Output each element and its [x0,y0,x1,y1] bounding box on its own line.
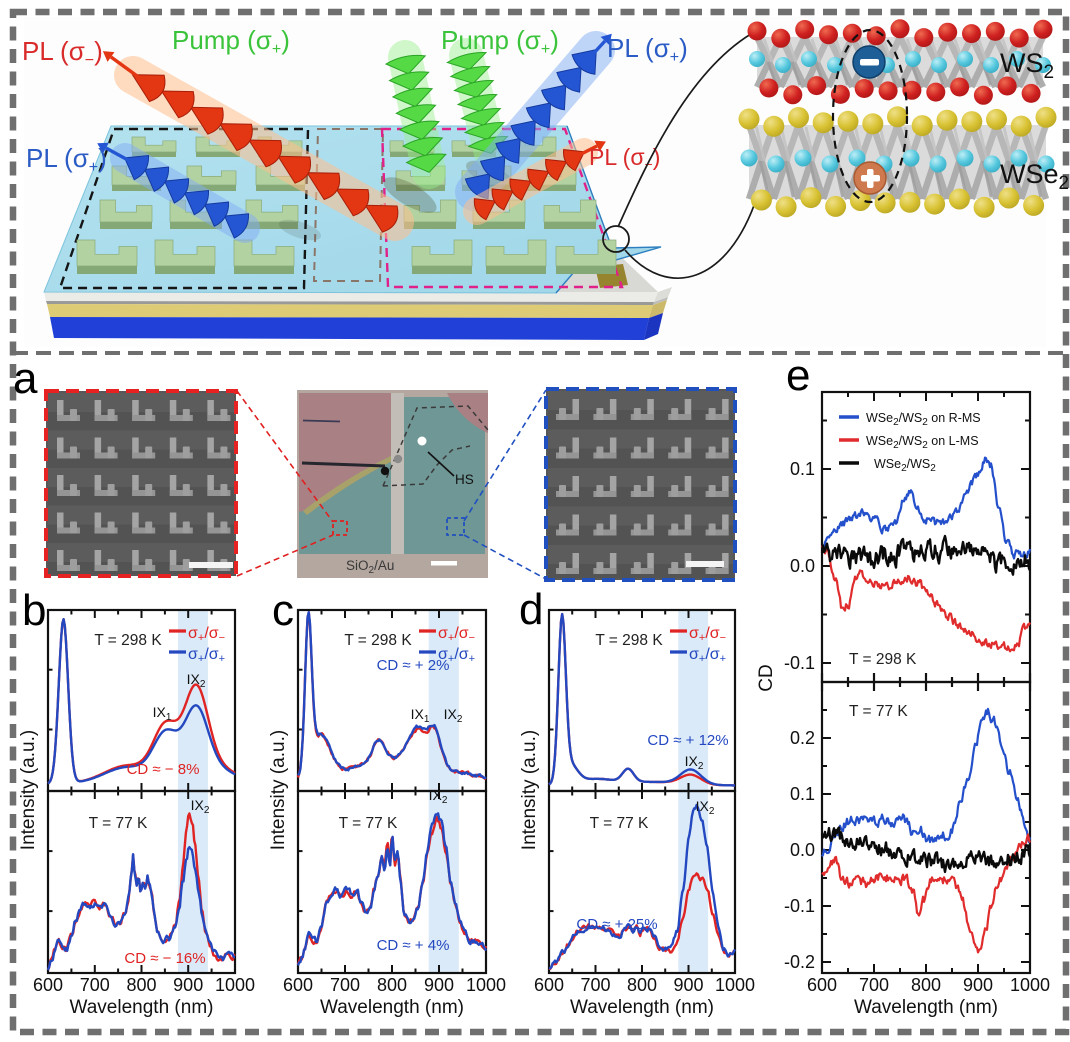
svg-text:T = 77 K: T = 77 K [849,703,908,720]
svg-text:Pump (σ+): Pump (σ+) [441,25,559,58]
svg-text:T = 298 K: T = 298 K [595,632,663,649]
svg-text:-0.1: -0.1 [784,653,815,673]
svg-text:Wavelength (nm): Wavelength (nm) [854,997,998,1018]
svg-text:600: 600 [807,975,837,995]
svg-text:Intensity (a.u.): Intensity (a.u.) [519,730,540,850]
svg-text:-0.1: -0.1 [784,896,815,916]
svg-text:Intensity (a.u.): Intensity (a.u.) [268,730,289,850]
svg-text:CD ≈ + 2%: CD ≈ + 2% [377,657,450,674]
svg-text:b: b [22,586,46,635]
svg-text:CD ≈ − 8%: CD ≈ − 8% [127,761,200,778]
svg-text:a: a [13,354,38,403]
svg-text:700: 700 [80,975,110,995]
svg-text:CD ≈ + 12%: CD ≈ + 12% [647,732,728,749]
svg-text:d: d [519,585,543,634]
svg-text:1000: 1000 [715,975,755,995]
svg-text:T = 77 K: T = 77 K [339,815,398,832]
svg-text:σ+/σ+: σ+/σ+ [188,646,225,665]
svg-text:0.1: 0.1 [790,459,815,479]
svg-text:σ+/σ+: σ+/σ+ [438,646,475,665]
svg-text:σ+/σ+: σ+/σ+ [689,646,726,665]
svg-text:T = 77 K: T = 77 K [590,815,649,832]
svg-text:CD ≈ − 16%: CD ≈ − 16% [124,950,205,967]
svg-text:1000: 1000 [215,975,255,995]
svg-text:WSe2/WS2: WSe2/WS2 [874,457,936,474]
svg-text:0.0: 0.0 [790,556,815,576]
svg-text:-0.2: -0.2 [784,952,815,972]
svg-text:600: 600 [33,975,63,995]
svg-text:T = 77 K: T = 77 K [89,815,148,832]
svg-text:Wavelength (nm): Wavelength (nm) [70,997,214,1018]
svg-text:0.2: 0.2 [790,728,815,748]
svg-text:700: 700 [580,975,610,995]
svg-text:900: 900 [173,975,203,995]
svg-text:0.1: 0.1 [790,784,815,804]
svg-text:CD: CD [756,664,777,691]
svg-text:T = 298 K: T = 298 K [344,632,412,649]
svg-text:1000: 1000 [466,975,506,995]
svg-text:600: 600 [534,975,564,995]
svg-text:e: e [786,351,810,400]
svg-text:1000: 1000 [1010,975,1050,995]
svg-text:σ+/σ−: σ+/σ− [689,625,726,644]
svg-text:900: 900 [963,975,993,995]
svg-text:Pump (σ+): Pump (σ+) [172,25,290,58]
svg-text:600: 600 [283,975,313,995]
svg-text:Wavelength (nm): Wavelength (nm) [570,997,714,1018]
svg-text:800: 800 [126,975,156,995]
svg-text:CD ≈ + 25%: CD ≈ + 25% [576,916,657,933]
svg-text:c: c [272,586,294,635]
svg-text:800: 800 [377,975,407,995]
svg-text:σ+/σ−: σ+/σ− [188,625,225,644]
svg-text:700: 700 [859,975,889,995]
svg-text:CD ≈ + 4%: CD ≈ + 4% [377,937,450,954]
svg-text:900: 900 [424,975,454,995]
svg-text:900: 900 [673,975,703,995]
svg-text:0.0: 0.0 [790,840,815,860]
svg-text:Wavelength (nm): Wavelength (nm) [320,997,464,1018]
svg-text:HS: HS [455,472,474,487]
svg-text:WSe2: WSe2 [1000,159,1069,194]
svg-text:Intensity (a.u.): Intensity (a.u.) [18,730,39,850]
svg-text:800: 800 [911,975,941,995]
svg-text:T = 298 K: T = 298 K [849,651,917,668]
svg-text:T = 298 K: T = 298 K [94,632,162,649]
svg-text:800: 800 [627,975,657,995]
svg-text:700: 700 [330,975,360,995]
svg-text:SiO2/Au: SiO2/Au [346,558,394,576]
svg-text:σ+/σ−: σ+/σ− [438,625,475,644]
